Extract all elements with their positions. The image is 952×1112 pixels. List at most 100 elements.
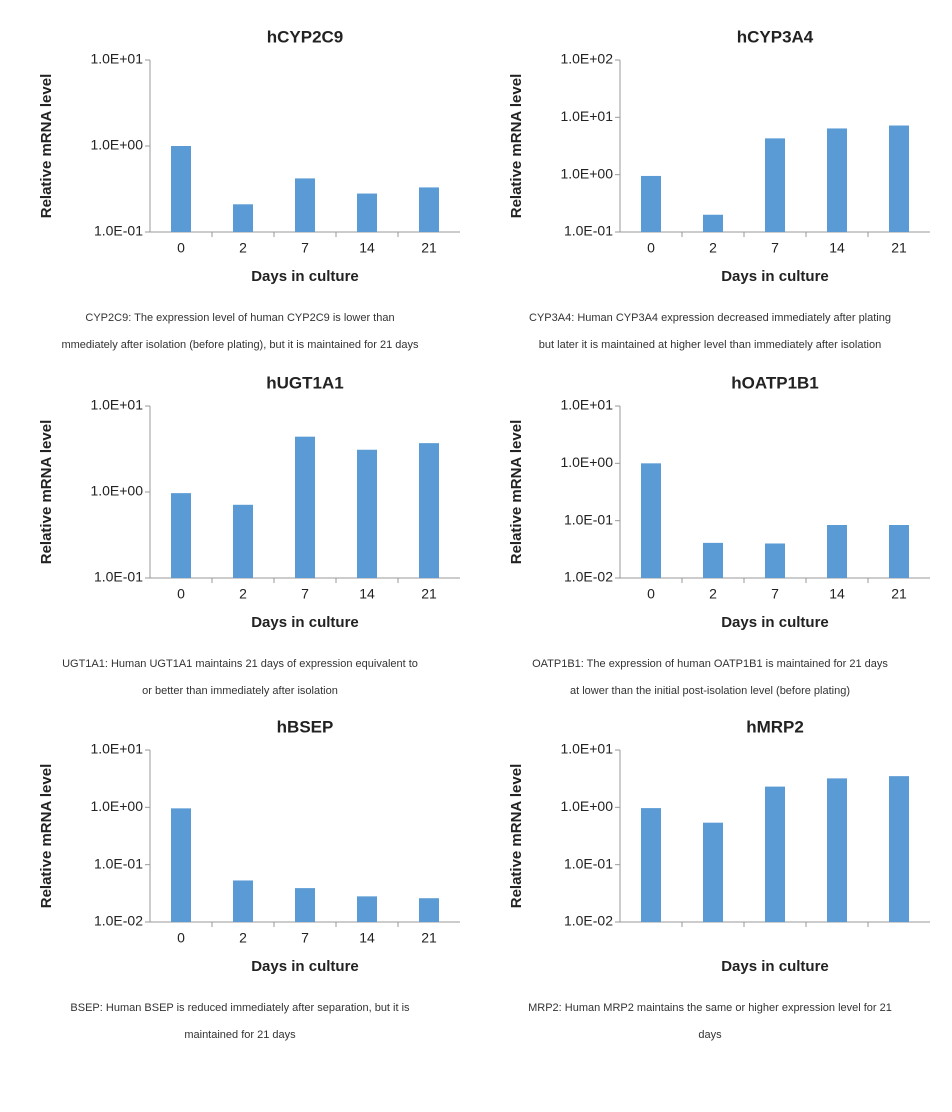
x-tick-label: 2: [709, 586, 717, 602]
bar: [419, 898, 439, 922]
y-tick-label: 1.0E+02: [560, 51, 613, 67]
y-tick-label: 1.0E-01: [564, 511, 613, 527]
y-tick-label: 1.0E-01: [94, 223, 143, 239]
y-tick-label: 1.0E+00: [560, 165, 613, 181]
x-tick-label: 21: [421, 586, 437, 602]
chart-title: hOATP1B1: [731, 373, 819, 392]
x-tick-label: 14: [829, 586, 845, 602]
bar: [889, 776, 909, 922]
y-tick-label: 1.0E+01: [560, 108, 613, 124]
y-axis-label: Relative mRNA level: [508, 764, 525, 909]
caption: MRP2: Human MRP2 maintains the same or h…: [528, 1002, 892, 1014]
bar: [171, 808, 191, 922]
caption: or better than immediately after isolati…: [142, 685, 338, 697]
x-tick-label: 0: [177, 930, 185, 946]
y-tick-label: 1.0E+01: [90, 51, 143, 67]
bar: [233, 204, 253, 232]
x-tick-label: 21: [421, 240, 437, 256]
bar: [827, 525, 847, 578]
caption: days: [698, 1029, 722, 1041]
caption: maintained for 21 days: [184, 1029, 296, 1041]
x-tick-label: 7: [301, 240, 309, 256]
bar: [233, 880, 253, 922]
bar: [171, 146, 191, 232]
y-tick-label: 1.0E+00: [90, 798, 143, 814]
bar: [295, 888, 315, 922]
x-tick-label: 0: [177, 240, 185, 256]
x-axis-label: Days in culture: [251, 268, 359, 285]
y-axis-label: Relative mRNA level: [38, 764, 55, 909]
bar: [357, 896, 377, 922]
x-tick-label: 2: [709, 240, 717, 256]
chart-title: hUGT1A1: [266, 373, 343, 392]
y-tick-label: 1.0E+00: [90, 483, 143, 499]
x-tick-label: 7: [771, 240, 779, 256]
caption: at lower than the initial post-isolation…: [570, 685, 850, 697]
bar: [357, 449, 377, 578]
bar: [641, 808, 661, 922]
chart-title: hCYP3A4: [737, 27, 814, 46]
caption: UGT1A1: Human UGT1A1 maintains 21 days o…: [62, 658, 418, 670]
y-tick-label: 1.0E-01: [94, 569, 143, 585]
y-axis-label: Relative mRNA level: [508, 420, 525, 565]
bar: [419, 443, 439, 578]
x-tick-label: 14: [359, 586, 375, 602]
x-tick-label: 0: [177, 586, 185, 602]
bar: [889, 125, 909, 232]
bar: [765, 138, 785, 232]
y-tick-label: 1.0E+01: [90, 741, 143, 757]
x-tick-label: 14: [359, 930, 375, 946]
chart-title: hMRP2: [746, 717, 804, 736]
x-tick-label: 14: [829, 240, 845, 256]
y-axis-label: Relative mRNA level: [508, 74, 525, 219]
chart-title: hBSEP: [277, 717, 334, 736]
x-tick-label: 0: [647, 240, 655, 256]
bar: [233, 504, 253, 578]
bar: [295, 178, 315, 232]
y-axis-label: Relative mRNA level: [38, 420, 55, 565]
chart-title: hCYP2C9: [267, 27, 344, 46]
bar: [419, 187, 439, 232]
bar: [827, 778, 847, 922]
caption: but later it is maintained at higher lev…: [539, 339, 881, 351]
caption: CYP3A4: Human CYP3A4 expression decrease…: [529, 312, 891, 324]
bar: [765, 543, 785, 578]
x-axis-label: Days in culture: [721, 614, 829, 631]
x-tick-label: 7: [301, 930, 309, 946]
bar: [641, 175, 661, 232]
caption: mmediately after isolation (before plati…: [61, 339, 419, 351]
y-tick-label: 1.0E-02: [564, 913, 613, 929]
x-axis-label: Days in culture: [251, 614, 359, 631]
x-tick-label: 2: [239, 930, 247, 946]
caption: CYP2C9: The expression level of human CY…: [85, 312, 394, 324]
bar: [703, 542, 723, 578]
y-tick-label: 1.0E-02: [564, 569, 613, 585]
y-tick-label: 1.0E+01: [560, 397, 613, 413]
x-tick-label: 0: [647, 586, 655, 602]
caption: OATP1B1: The expression of human OATP1B1…: [532, 658, 888, 670]
bar: [765, 786, 785, 922]
y-tick-label: 1.0E+01: [90, 397, 143, 413]
y-axis-label: Relative mRNA level: [38, 74, 55, 219]
x-axis-label: Days in culture: [251, 958, 359, 975]
y-tick-label: 1.0E+00: [90, 137, 143, 153]
bar: [703, 822, 723, 922]
y-tick-label: 1.0E-02: [94, 913, 143, 929]
x-tick-label: 7: [771, 586, 779, 602]
x-tick-label: 21: [891, 586, 907, 602]
x-tick-label: 21: [421, 930, 437, 946]
bar: [171, 493, 191, 578]
bar: [357, 193, 377, 232]
y-tick-label: 1.0E+00: [560, 798, 613, 814]
y-tick-label: 1.0E+00: [560, 454, 613, 470]
y-tick-label: 1.0E+01: [560, 741, 613, 757]
bar: [641, 463, 661, 578]
bar: [827, 128, 847, 232]
caption: BSEP: Human BSEP is reduced immediately …: [70, 1002, 410, 1014]
x-axis-label: Days in culture: [721, 958, 829, 975]
x-axis-label: Days in culture: [721, 268, 829, 285]
bar: [295, 436, 315, 578]
x-tick-label: 7: [301, 586, 309, 602]
